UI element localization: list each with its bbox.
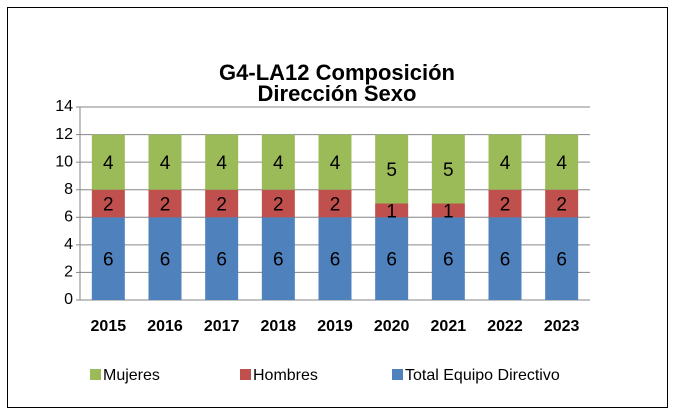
bar-segment <box>375 217 409 300</box>
data-label: 1 <box>443 201 454 222</box>
y-tick-label: 14 <box>55 98 73 115</box>
bar-segment <box>261 217 295 300</box>
data-label: 4 <box>330 153 341 174</box>
data-label: 6 <box>556 250 567 271</box>
data-label: 6 <box>443 250 454 271</box>
bar-segment <box>545 217 579 300</box>
data-label: 4 <box>556 153 567 174</box>
data-label: 5 <box>386 160 397 181</box>
bar-segment <box>545 189 579 218</box>
legend-swatch <box>240 369 251 380</box>
y-tick-label: 10 <box>55 153 73 170</box>
bar-segment <box>261 189 295 218</box>
data-label: 2 <box>330 195 341 216</box>
data-label: 4 <box>216 153 227 174</box>
bar-segment <box>318 217 352 300</box>
bar-segment <box>545 134 579 190</box>
legend-swatch <box>90 369 101 380</box>
x-tick-label: 2019 <box>317 318 353 335</box>
data-label: 1 <box>386 201 397 222</box>
x-tick-label: 2015 <box>91 318 127 335</box>
x-tick-label: 2016 <box>147 318 183 335</box>
y-tick-label: 0 <box>64 291 73 308</box>
x-tick-label: 2022 <box>487 318 523 335</box>
data-label: 6 <box>273 250 284 271</box>
legend-label: Hombres <box>253 367 318 384</box>
y-tick-label: 6 <box>64 209 73 226</box>
data-label: 5 <box>443 160 454 181</box>
bar-segment <box>205 134 239 190</box>
bar-segment <box>91 189 125 218</box>
x-tick-label: 2023 <box>544 318 580 335</box>
bar-segment <box>375 203 409 218</box>
data-label: 6 <box>160 250 171 271</box>
x-tick-label: 2020 <box>374 318 410 335</box>
bar-segment <box>375 134 409 204</box>
data-label: 6 <box>216 250 227 271</box>
bar-segment <box>431 203 465 218</box>
data-label: 2 <box>273 195 284 216</box>
bar-segment <box>91 217 125 300</box>
data-label: 2 <box>216 195 227 216</box>
bar-segment <box>148 217 182 300</box>
bar-segment <box>318 134 352 190</box>
bar-segment <box>318 189 352 218</box>
bar-segment <box>431 134 465 204</box>
data-label: 6 <box>386 250 397 271</box>
data-label: 2 <box>103 195 114 216</box>
data-label: 4 <box>160 153 171 174</box>
data-label: 2 <box>500 195 511 216</box>
data-label: 4 <box>273 153 284 174</box>
data-label: 2 <box>556 195 567 216</box>
data-label: 6 <box>330 250 341 271</box>
y-tick-label: 2 <box>64 264 73 281</box>
bar-segment <box>91 134 125 190</box>
x-tick-label: 2021 <box>431 318 467 335</box>
data-label: 4 <box>103 153 114 174</box>
bar-segment <box>488 134 522 190</box>
bar-segment <box>261 134 295 190</box>
bar-segment <box>205 217 239 300</box>
data-label: 6 <box>103 250 114 271</box>
bar-segment <box>148 134 182 190</box>
legend-label: Total Equipo Directivo <box>405 367 560 384</box>
bar-segment <box>431 217 465 300</box>
y-tick-label: 12 <box>55 126 73 143</box>
legend-swatch <box>392 369 403 380</box>
data-label: 2 <box>160 195 171 216</box>
data-label: 6 <box>500 250 511 271</box>
data-label: 4 <box>500 153 511 174</box>
x-tick-label: 2018 <box>261 318 297 335</box>
bar-segment <box>488 189 522 218</box>
x-tick-label: 2017 <box>204 318 240 335</box>
y-tick-label: 4 <box>64 236 73 253</box>
bar-segment <box>488 217 522 300</box>
bar-segment <box>148 189 182 218</box>
chart-title: G4-LA12 Composición Dirección Sexo <box>219 60 455 106</box>
legend-label: Mujeres <box>103 367 160 384</box>
y-tick-label: 8 <box>64 181 73 198</box>
bar-segment <box>205 189 239 218</box>
